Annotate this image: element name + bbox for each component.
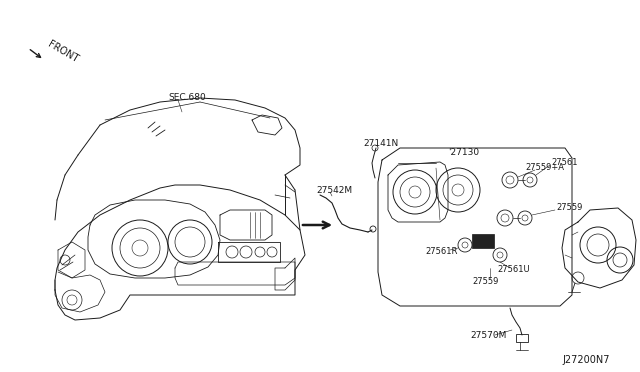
Text: 27559: 27559 (556, 202, 582, 212)
Text: 27561U: 27561U (497, 266, 530, 275)
Bar (472, 234, 494, 248)
Bar (516, 334, 528, 342)
Text: '27130: '27130 (448, 148, 479, 157)
Text: SEC.680: SEC.680 (168, 93, 205, 102)
Text: FRONT: FRONT (46, 39, 80, 65)
Text: 27561: 27561 (551, 157, 577, 167)
Text: J27200N7: J27200N7 (563, 355, 610, 365)
Text: 27559: 27559 (472, 278, 499, 286)
Text: 27542M: 27542M (316, 186, 352, 195)
Text: 27570M: 27570M (470, 330, 506, 340)
Text: 27561R: 27561R (425, 247, 458, 257)
Text: 27141N: 27141N (363, 138, 398, 148)
Text: 27559+A: 27559+A (525, 163, 564, 171)
